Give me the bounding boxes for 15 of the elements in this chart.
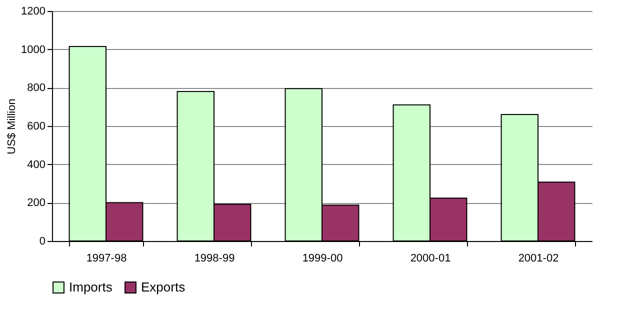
legend-label: Imports (69, 280, 113, 295)
y-tick-label: 400 (27, 158, 46, 171)
x-tick-label: 2001-02 (518, 252, 559, 264)
y-tick-label: 800 (27, 82, 46, 94)
y-tick-label: 1200 (21, 6, 46, 18)
x-tick-label: 1999-00 (302, 252, 343, 264)
y-tick-label: 0 (39, 236, 46, 248)
y-tick-label: 200 (27, 197, 46, 210)
x-tick-label: 2000-01 (410, 252, 451, 264)
x-tick-label: 1997-98 (86, 252, 127, 264)
y-tick-label: 1000 (21, 44, 46, 56)
legend-label: Exports (141, 280, 186, 295)
y-tick-label: 600 (27, 120, 46, 132)
x-tick-label: 1998-99 (194, 252, 235, 264)
y-axis-title: US$ Million (6, 98, 18, 154)
